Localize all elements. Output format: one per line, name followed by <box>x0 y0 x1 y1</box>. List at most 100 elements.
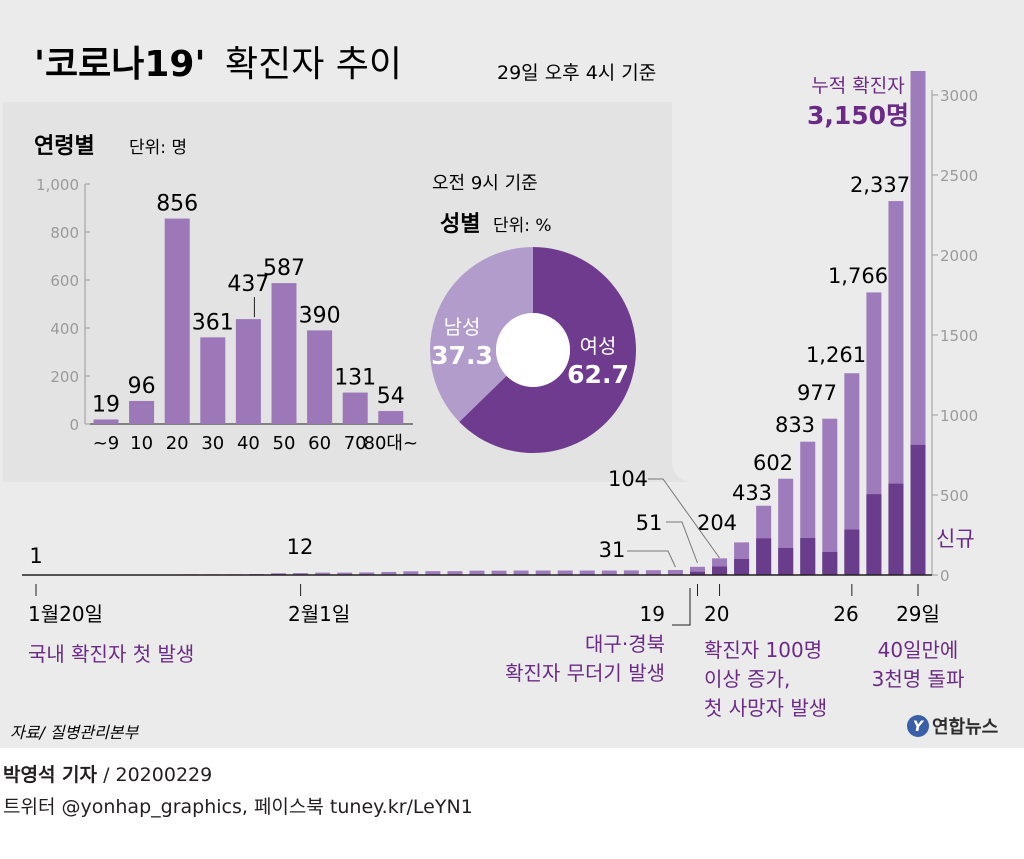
cumulative-bar <box>690 566 705 575</box>
donut-slice <box>429 247 533 422</box>
age-x-tick-label: 10 <box>130 433 153 454</box>
donut-hole <box>496 313 570 387</box>
source-note: 자료/ 질병관리본부 <box>10 723 140 742</box>
cumulative-bar <box>403 571 419 575</box>
annotation-text: 확진자 무더기 발생 <box>505 661 665 685</box>
yonhap-logo: Y 연합뉴스 <box>907 715 998 738</box>
donut-slice <box>459 247 636 453</box>
logo-mark-icon <box>907 715 929 737</box>
age-y-tick-label: 0 <box>69 416 79 434</box>
age-y-tick-label: 400 <box>50 320 79 338</box>
title-rest: 확진자 추이 <box>225 44 402 85</box>
credits-footer: 박영석 기자 / 20200229 트위터 @yonhap_graphics, … <box>0 748 1024 859</box>
main-value-label: 31 <box>599 538 626 562</box>
social-line: 트위터 @yonhap_graphics, 페이스북 tuney.kr/LeYN… <box>3 796 473 818</box>
new-cases-bar <box>866 494 882 575</box>
value-label-leader <box>627 550 676 568</box>
publish-date: / 20200229 <box>103 764 213 786</box>
main-value-label: 12 <box>287 535 314 559</box>
main-value-label: 1,766 <box>828 264 888 288</box>
age-bar <box>307 330 333 424</box>
main-y-tick-label: 500 <box>940 487 969 505</box>
age-y-tick-label: 1,000 <box>36 176 79 194</box>
main-value-label: 602 <box>753 451 793 475</box>
cumulative-bar <box>271 573 287 575</box>
cumulative-bar <box>645 570 661 575</box>
annotation-text: 첫 사망자 발생 <box>704 696 827 720</box>
main-y-tick-label: 2000 <box>940 247 978 265</box>
main-value-label: 104 <box>608 467 648 491</box>
donut-slice-value: 62.7 <box>567 360 629 389</box>
new-cases-bar <box>756 538 772 575</box>
age-bar <box>164 218 190 424</box>
donut-slice-value: 37.3 <box>431 341 493 370</box>
age-bar-value-label: 856 <box>156 192 198 217</box>
cumulative-bar <box>888 201 904 575</box>
age-x-tick-label: ~9 <box>93 433 120 454</box>
cumulative-bar <box>447 571 463 575</box>
annotation-bracket <box>672 588 691 626</box>
logo-mark-glyph: Y <box>913 719 925 735</box>
annotation-date: 2월1일 <box>288 602 350 626</box>
cumulative-value: 3,150명 <box>807 101 909 130</box>
age-bar-value-label: 131 <box>334 366 376 391</box>
annotation-date: 1월20일 <box>28 602 103 626</box>
new-cases-bar <box>822 551 838 575</box>
annotation-date: 19 <box>640 602 665 626</box>
donut-slice-label: 남성 <box>444 315 481 339</box>
cumulative-bar <box>844 373 860 575</box>
age-bar <box>342 392 368 424</box>
new-cases-bar <box>778 547 794 575</box>
new-cases-label: 신규 <box>936 527 975 551</box>
age-bar-value-label: 361 <box>192 310 234 335</box>
age-bar <box>378 411 404 424</box>
gender-panel-title: 성별 <box>440 212 480 237</box>
cumulative-bar <box>623 570 639 575</box>
cumulative-bar <box>557 570 573 575</box>
age-bar <box>271 283 297 424</box>
gender-panel-unit: 단위: % <box>493 216 552 236</box>
infographic-canvas: '코로나19' 확진자 추이 29일 오후 4시 기준 연령별 단위: 명 오전… <box>0 0 1024 748</box>
age-bar-value-label: 437 <box>227 272 269 297</box>
donut-slice-label: 여성 <box>580 334 617 358</box>
reporter-name: 박영석 기자 <box>3 764 98 786</box>
new-cases-bar <box>690 571 705 575</box>
age-bar <box>129 400 155 424</box>
cumulative-bar <box>601 570 617 575</box>
cumulative-bar <box>579 570 595 575</box>
new-cases-bar <box>910 444 926 575</box>
annotation-text: 확진자 100명 <box>704 638 822 662</box>
age-bar-value-label: 587 <box>263 256 305 281</box>
new-cases-bar <box>712 566 728 575</box>
age-x-tick-label: 70 <box>344 433 367 454</box>
gender-panel-as-of: 오전 9시 기준 <box>432 173 538 194</box>
cumulative-bar <box>425 571 441 575</box>
age-y-tick-label: 600 <box>50 272 79 290</box>
new-cases-bar <box>888 483 904 575</box>
annotation-date: 26 <box>833 602 858 626</box>
cumulative-bar <box>381 571 397 575</box>
cumulative-bar <box>359 572 375 575</box>
age-y-tick-label: 800 <box>50 224 79 242</box>
age-bar <box>200 337 226 424</box>
new-cases-bar <box>800 538 816 575</box>
age-panel-unit: 단위: 명 <box>129 138 187 158</box>
age-bar-value-label: 96 <box>128 374 156 399</box>
cumulative-bar <box>315 572 331 575</box>
as-of-note: 29일 오후 4시 기준 <box>497 62 656 84</box>
age-bar-chart: 0 200 400 600 800 1,000 19 ~9 96 10 856 20 361 30 437 4… <box>36 176 418 454</box>
logo-text: 연합뉴스 <box>932 716 998 738</box>
main-value-label: 2,337 <box>850 173 910 197</box>
age-x-tick-label: 50 <box>273 433 296 454</box>
main-y-tick-label: 1000 <box>940 407 978 425</box>
cumulative-bar <box>469 570 485 575</box>
age-bar <box>93 419 119 424</box>
cumulative-bar <box>667 570 683 575</box>
main-value-label: 833 <box>775 413 815 437</box>
main-y-tick-label: 2500 <box>940 167 978 185</box>
cumulative-bar <box>337 572 353 575</box>
cumulative-bar <box>491 570 507 575</box>
annotation-text: 3천명 돌파 <box>872 667 965 691</box>
page-title: '코로나19' 확진자 추이 <box>34 44 402 85</box>
